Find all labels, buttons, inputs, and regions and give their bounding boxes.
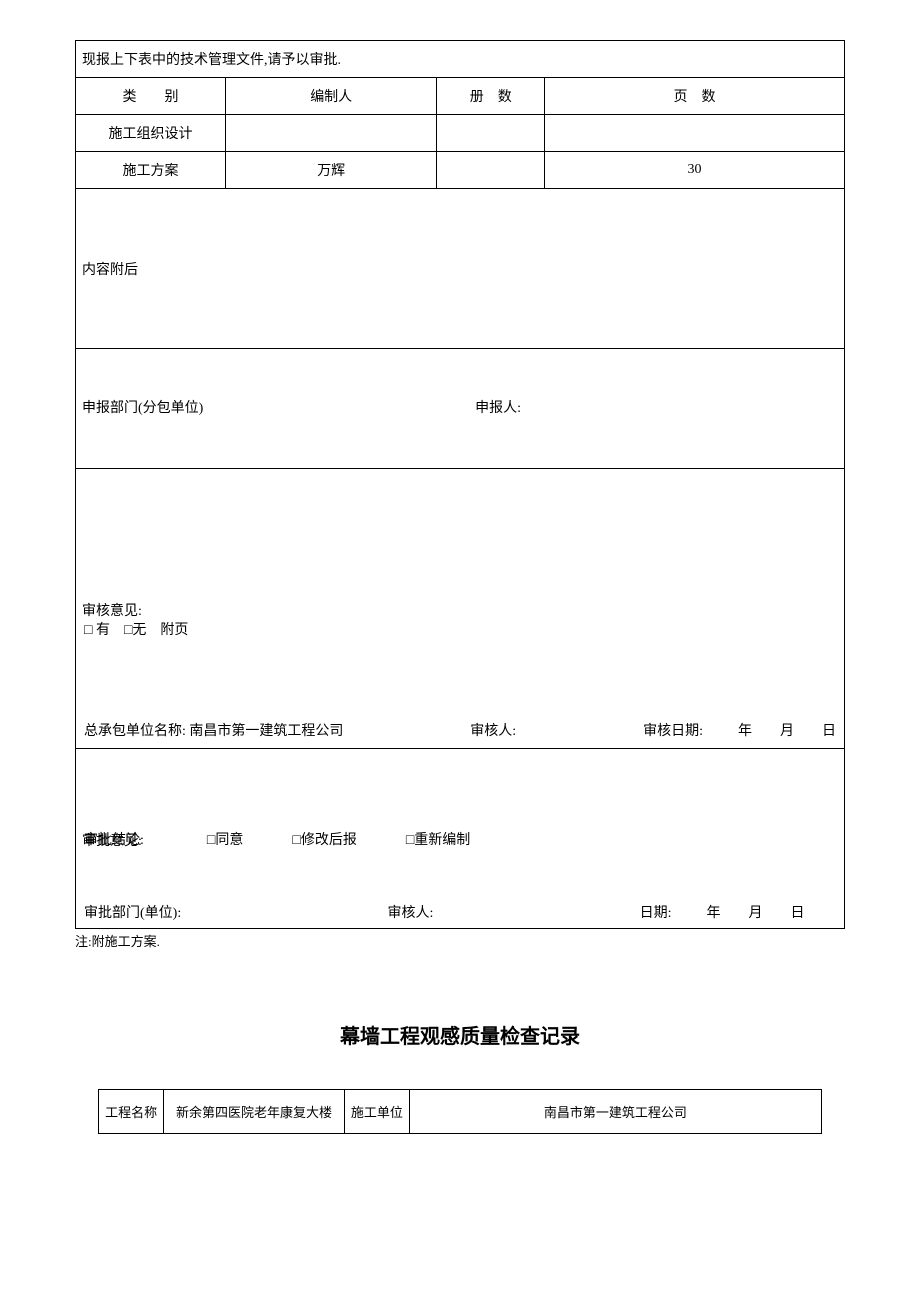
contractor-info: 总承包单位名称: 南昌市第一建筑工程公司 bbox=[84, 720, 343, 740]
row2-pages: 30 bbox=[545, 152, 845, 189]
approval-block: 审批意见: 审批结论: □同意 □修改后报 □重新编制 审批部门(单位): 审核… bbox=[76, 749, 845, 929]
intro-text: 现报上下表中的技术管理文件,请予以审批. bbox=[76, 41, 845, 78]
applicant-block: 申报部门(分包单位) 申报人: bbox=[76, 349, 845, 469]
review-date-label: 审核日期: bbox=[643, 724, 703, 739]
approval-date-info: 日期: 年 月 日 bbox=[640, 902, 836, 922]
review-opinion-label: 审核意见: bbox=[82, 598, 838, 620]
header-category: 类 别 bbox=[76, 78, 226, 115]
approval-dept-label: 审批部门(单位): bbox=[84, 902, 181, 922]
contractor-label: 总承包单位名称: bbox=[84, 724, 186, 739]
approval-opt3: □重新编制 bbox=[406, 833, 470, 848]
inspection-record-table: 工程名称 新余第四医院老年康复大楼 施工单位 南昌市第一建筑工程公司 bbox=[98, 1089, 822, 1134]
footnote: 注:附施工方案. bbox=[75, 931, 845, 950]
header-pages: 页 数 bbox=[545, 78, 845, 115]
t2-project-label: 工程名称 bbox=[99, 1090, 164, 1134]
approval-date-value: 年 月 日 bbox=[707, 906, 805, 921]
approval-conclusion-row: 审批结论: □同意 □修改后报 □重新编制 bbox=[84, 829, 470, 849]
approval-reviewer-label: 审核人: bbox=[387, 902, 433, 922]
applicant-label: 申报人: bbox=[475, 397, 838, 417]
content-attached-cell: 内容附后 bbox=[76, 189, 845, 349]
section2-title: 幕墙工程观感质量检查记录 bbox=[75, 1020, 845, 1049]
t2-unit-label: 施工单位 bbox=[344, 1090, 409, 1134]
review-date-value: 年 月 日 bbox=[738, 724, 836, 739]
header-volumes: 册 数 bbox=[437, 78, 545, 115]
approval-conclusion-label: 审批结论: bbox=[84, 833, 144, 848]
row2-category: 施工方案 bbox=[76, 152, 226, 189]
row2-author: 万辉 bbox=[225, 152, 436, 189]
row1-category: 施工组织设计 bbox=[76, 115, 226, 152]
row1-author bbox=[225, 115, 436, 152]
row1-volumes bbox=[437, 115, 545, 152]
review-date-info: 审核日期: 年 月 日 bbox=[643, 720, 836, 740]
dept-label: 申报部门(分包单位) bbox=[82, 397, 475, 417]
approval-form-table: 现报上下表中的技术管理文件,请予以审批. 类 别 编制人 册 数 页 数 施工组… bbox=[75, 40, 845, 929]
content-attached-label: 内容附后 bbox=[82, 263, 138, 278]
row1-pages bbox=[545, 115, 845, 152]
approval-opt1: □同意 bbox=[207, 833, 243, 848]
approval-opt2: □修改后报 bbox=[292, 833, 356, 848]
review-attach-label: □ 有 □无 附页 bbox=[84, 619, 188, 639]
t2-unit-value: 南昌市第一建筑工程公司 bbox=[409, 1090, 821, 1134]
contractor-value: 南昌市第一建筑工程公司 bbox=[189, 724, 343, 739]
approval-date-label: 日期: bbox=[640, 906, 672, 921]
row2-volumes bbox=[437, 152, 545, 189]
reviewer-label: 审核人: bbox=[470, 720, 516, 740]
review-block: 审核意见: □ 有 □无 附页 总承包单位名称: 南昌市第一建筑工程公司 审核人… bbox=[76, 469, 845, 749]
t2-project-value: 新余第四医院老年康复大楼 bbox=[164, 1090, 345, 1134]
header-author: 编制人 bbox=[225, 78, 436, 115]
